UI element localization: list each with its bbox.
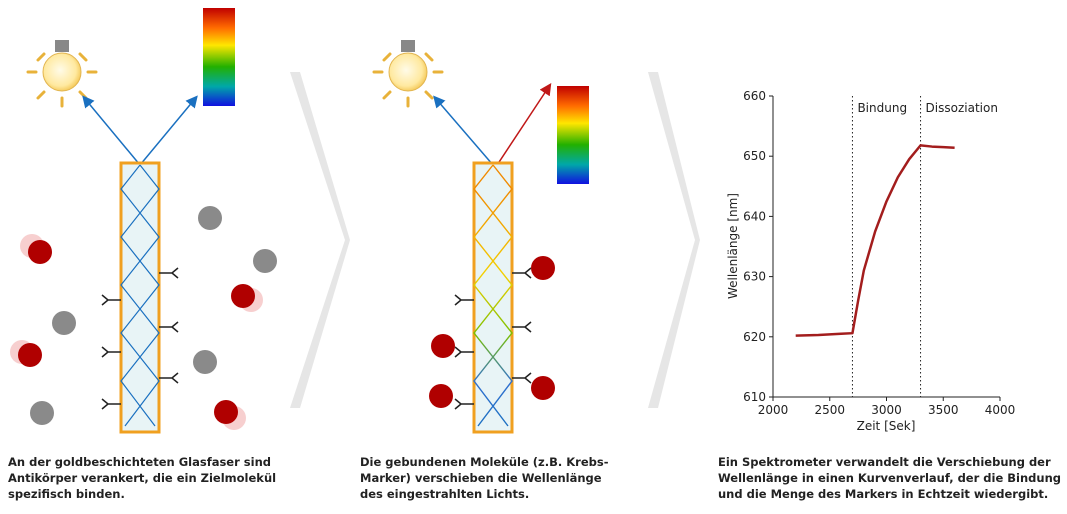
spectrum [203, 8, 235, 106]
y-tick-label: 620 [743, 330, 766, 344]
chevron [648, 72, 700, 408]
caption: Wellenlänge in einen Kurvenverlauf, der … [718, 471, 1061, 485]
page: An der goldbeschichteten Glasfaser sind … [0, 0, 1067, 510]
glass-fiber [121, 163, 159, 432]
light-ray [437, 100, 493, 165]
x-tick-label: 3500 [928, 403, 959, 417]
y-tick-label: 650 [743, 149, 766, 163]
y-tick-label: 630 [743, 270, 766, 284]
light-bulb [28, 40, 96, 106]
spectrum [557, 86, 589, 184]
captions: An der goldbeschichteten Glasfaser sind … [8, 455, 1061, 501]
wavelength-chart: Zeit [Sek] Wellenlänge [nm] 610 620 630 640… [726, 89, 1015, 433]
wavelength-curve [796, 145, 955, 335]
caption: Ein Spektrometer verwandelt die Verschie… [718, 455, 1051, 469]
glass-fiber [474, 163, 512, 432]
panel-2-illustration [374, 40, 589, 432]
x-tick-label: 2500 [814, 403, 845, 417]
light-ray [140, 100, 194, 165]
y-tick-label: 640 [743, 209, 766, 223]
caption: An der goldbeschichteten Glasfaser sind [8, 455, 271, 469]
x-tick-label: 2000 [758, 403, 789, 417]
phase-label: Bindung [857, 101, 907, 115]
caption: Antikörper verankert, die ein Zielmolekü… [8, 471, 276, 485]
caption: und die Menge des Markers in Echtzeit wi… [718, 487, 1048, 501]
x-tick-label: 4000 [985, 403, 1016, 417]
light-bulb [374, 40, 442, 106]
y-tick-label: 610 [743, 390, 766, 404]
caption: des eingestrahlten Lichts. [360, 487, 529, 501]
caption: Marker) verschieben die Wellenlänge [360, 471, 602, 485]
x-tick-label: 3000 [871, 403, 902, 417]
chevron [290, 72, 350, 408]
y-tick-label: 660 [743, 89, 766, 103]
light-ray [86, 100, 140, 165]
x-axis-label: Zeit [Sek] [857, 419, 916, 433]
phase-label: Dissoziation [926, 101, 998, 115]
y-axis-label: Wellenlänge [nm] [726, 193, 740, 299]
panel-1-illustration [10, 8, 277, 432]
caption: spezifisch binden. [8, 487, 125, 501]
caption: Die gebundenen Moleküle (z.B. Krebs- [360, 455, 609, 469]
